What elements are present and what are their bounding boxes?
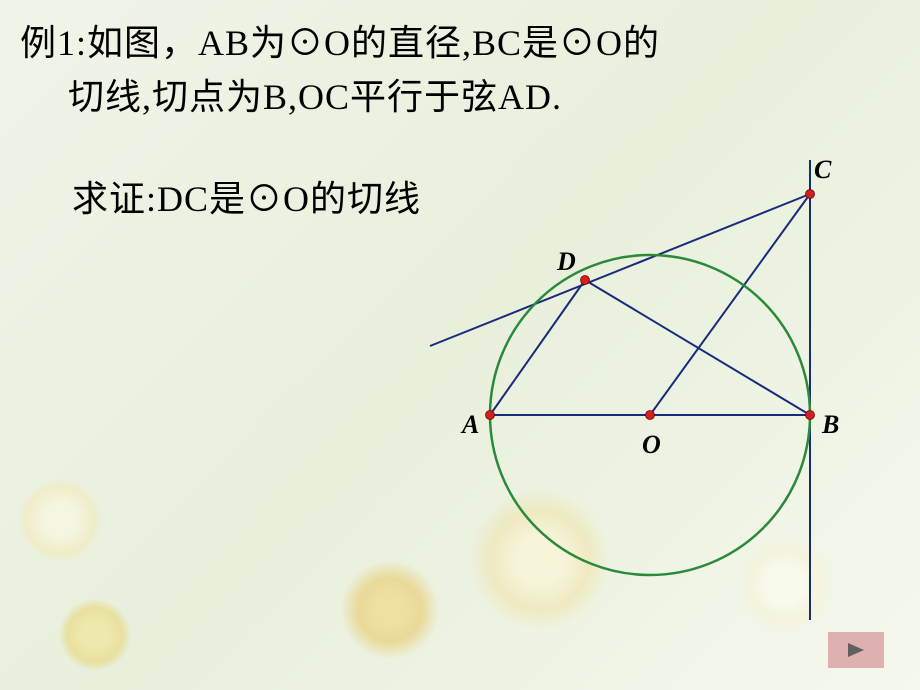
prove-statement: 求证:DC是⊙O的切线: [72, 170, 421, 222]
problem-line1: 例1:如图，AB为⊙O的直径,BC是⊙O的: [20, 16, 660, 70]
geometry-diagram: A B C D O: [400, 150, 870, 630]
point-C: [806, 190, 815, 199]
point-B: [806, 411, 815, 420]
bg-flower: [20, 480, 100, 560]
line-DB: [585, 280, 810, 415]
play-icon: [845, 641, 867, 659]
label-D: D: [557, 247, 576, 277]
line-OC: [650, 194, 810, 415]
label-O: O: [642, 430, 661, 460]
label-B: B: [822, 410, 839, 440]
point-A: [486, 411, 495, 420]
diagram-svg: [400, 150, 870, 630]
line-DC_tangent: [430, 194, 810, 346]
label-C: C: [814, 155, 831, 185]
problem-statement: 例1:如图，AB为⊙O的直径,BC是⊙O的 切线,切点为B,OC平行于弦AD.: [20, 16, 660, 124]
bg-flower: [60, 600, 130, 670]
point-D: [581, 276, 590, 285]
label-A: A: [462, 410, 479, 440]
next-button[interactable]: [828, 632, 884, 668]
point-O: [646, 411, 655, 420]
problem-line2: 切线,切点为B,OC平行于弦AD.: [20, 70, 660, 124]
